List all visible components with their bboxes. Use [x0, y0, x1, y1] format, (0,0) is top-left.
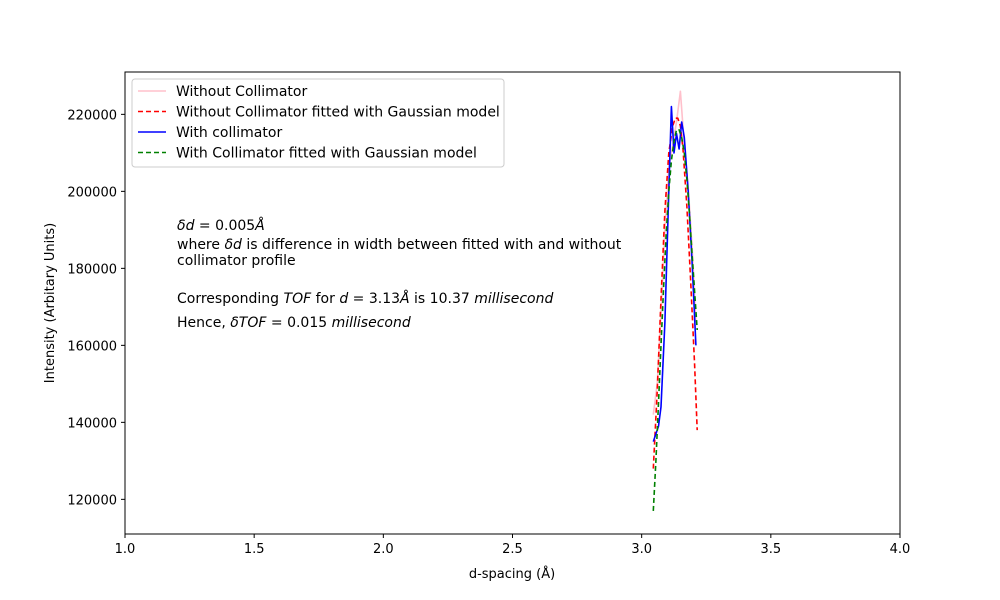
y-tick-label: 160000 [67, 339, 117, 354]
annotation-hence-line: Hence, δTOF = 0.015 millisecond [177, 315, 411, 331]
x-axis-label: d-spacing (Å) [469, 566, 555, 582]
annotation-where-line1: where δd is difference in width between … [177, 237, 622, 253]
legend: Without Collimator Without Collimator fit… [131, 78, 505, 168]
x-tick-label: 1.0 [115, 542, 136, 557]
x-axis-ticks: 1.0 1.5 2.0 2.5 3.0 3.5 4.0 [115, 534, 911, 557]
annotation-where-line2: collimator profile [177, 253, 296, 269]
annotations: δd = 0.005Å where δd is difference in wi… [177, 217, 622, 331]
x-tick-label: 4.0 [890, 542, 911, 557]
series-line-2 [652, 117, 698, 469]
x-tick-label: 2.0 [373, 542, 394, 557]
legend-label-2: Without Collimator fitted with Gaussian … [176, 105, 500, 121]
x-tick-label: 3.5 [760, 542, 781, 557]
legend-label-1: Without Collimator [176, 84, 307, 100]
legend-label-4: With Collimator fitted with Gaussian mod… [176, 146, 477, 162]
y-tick-label: 180000 [67, 262, 117, 277]
x-tick-label: 1.5 [244, 542, 265, 557]
y-tick-label: 200000 [67, 185, 117, 200]
y-axis-label: Intensity (Arbitary Units) [43, 223, 58, 383]
x-tick-label: 2.5 [502, 542, 523, 557]
series-line-4 [652, 129, 698, 511]
y-axis-ticks: 120000 140000 160000 180000 200000 220000 [67, 108, 125, 508]
y-tick-label: 140000 [67, 416, 117, 431]
annotation-delta-d: δd = 0.005Å [177, 217, 265, 234]
plot-content [652, 90, 698, 511]
legend-box [131, 78, 505, 168]
y-tick-label: 120000 [67, 493, 117, 508]
x-tick-label: 3.0 [631, 542, 652, 557]
legend-label-3: With collimator [176, 125, 282, 141]
series-line-3 [652, 105, 697, 442]
y-tick-label: 220000 [67, 108, 117, 123]
annotation-tof-line: Corresponding TOF for d = 3.13Å is 10.37… [177, 290, 553, 307]
